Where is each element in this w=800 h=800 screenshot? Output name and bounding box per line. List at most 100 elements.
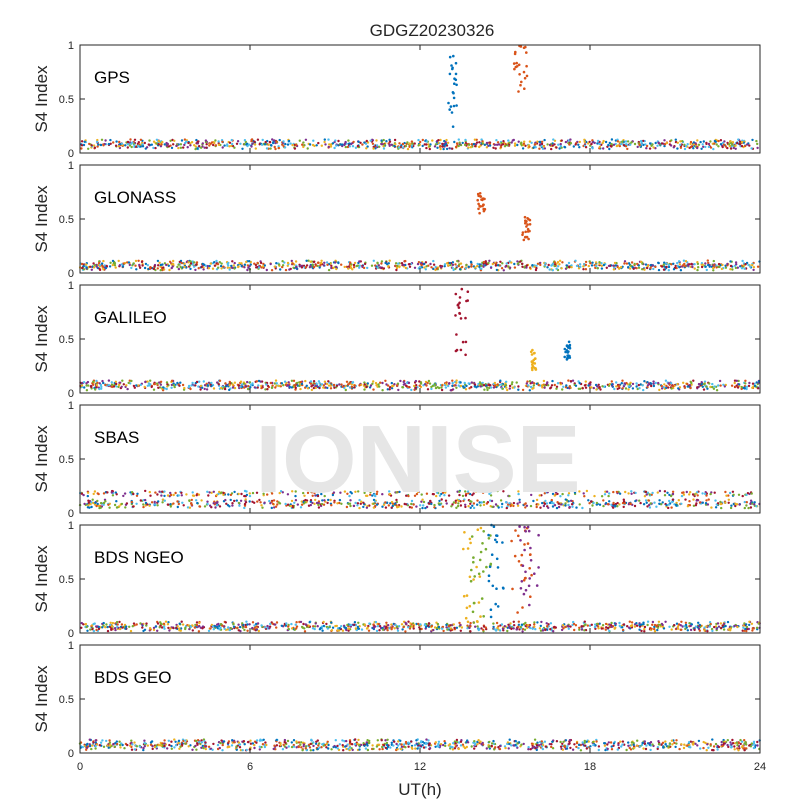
data-point — [385, 621, 388, 624]
data-point — [641, 262, 644, 265]
data-point — [688, 500, 691, 503]
data-point — [372, 380, 375, 383]
data-point — [188, 264, 192, 267]
data-point — [440, 388, 444, 392]
data-point — [87, 147, 90, 150]
data-point — [547, 623, 550, 626]
data-point — [499, 499, 503, 502]
data-point — [652, 146, 655, 149]
spike-point — [482, 209, 486, 213]
data-point — [486, 388, 489, 392]
data-point — [676, 147, 679, 150]
spike-point — [492, 525, 496, 528]
data-point — [286, 261, 290, 265]
data-point — [667, 506, 670, 510]
data-point — [341, 385, 344, 388]
data-point — [163, 494, 166, 498]
data-point — [717, 139, 720, 143]
data-point — [685, 490, 688, 494]
data-point — [582, 268, 585, 271]
spike-point — [479, 615, 482, 618]
data-point — [506, 388, 509, 392]
data-point — [542, 504, 546, 508]
data-point — [568, 143, 571, 146]
data-point — [756, 265, 760, 268]
data-point — [712, 147, 715, 151]
data-point — [474, 266, 477, 269]
data-point — [218, 490, 221, 494]
data-point — [136, 492, 139, 495]
data-point — [560, 628, 564, 632]
spike-point — [477, 572, 481, 576]
data-point — [256, 261, 259, 265]
data-point — [304, 379, 307, 383]
data-point — [226, 143, 229, 146]
data-point — [584, 263, 588, 267]
data-point — [364, 142, 368, 145]
data-point — [492, 622, 495, 625]
data-point — [406, 141, 409, 144]
data-point — [225, 502, 228, 505]
data-point — [391, 504, 394, 508]
data-point — [601, 624, 605, 627]
data-point — [627, 262, 631, 265]
data-point — [377, 264, 380, 267]
data-point — [145, 624, 148, 627]
data-point — [247, 385, 250, 388]
data-point — [651, 491, 654, 495]
data-point — [329, 145, 333, 148]
data-point — [316, 261, 320, 265]
data-point — [633, 504, 637, 508]
data-point — [277, 145, 280, 148]
spike-point — [461, 340, 465, 344]
data-point — [549, 622, 553, 625]
data-point — [273, 382, 277, 385]
panel-label: SBAS — [94, 428, 139, 447]
data-point — [595, 388, 598, 391]
data-point — [522, 142, 526, 145]
data-point — [210, 491, 213, 494]
data-point — [719, 502, 723, 506]
data-point — [459, 629, 462, 632]
data-point — [623, 260, 627, 263]
data-point — [437, 502, 440, 505]
data-point — [666, 491, 669, 494]
spike-point — [479, 195, 482, 198]
data-point — [187, 384, 191, 388]
data-point — [535, 498, 539, 502]
data-point — [744, 627, 747, 631]
data-point — [604, 502, 608, 505]
data-point — [559, 495, 562, 498]
data-point — [270, 144, 273, 147]
data-point — [396, 382, 400, 385]
data-point — [440, 627, 444, 630]
data-point — [755, 381, 758, 384]
data-point — [513, 144, 517, 147]
data-point — [352, 504, 356, 508]
data-point — [638, 628, 641, 631]
data-point — [137, 141, 140, 144]
data-point — [388, 386, 392, 389]
data-point — [608, 382, 612, 386]
data-point — [663, 144, 666, 148]
data-point — [443, 494, 446, 497]
data-point — [197, 267, 200, 270]
data-point — [275, 621, 279, 624]
data-point — [198, 621, 201, 625]
data-point — [705, 268, 708, 272]
data-point — [143, 266, 147, 270]
data-point — [344, 145, 347, 149]
data-point — [213, 261, 216, 264]
data-point — [300, 382, 304, 386]
data-point — [540, 620, 543, 624]
data-point — [137, 384, 140, 387]
panel-label: BDS NGEO — [94, 548, 184, 567]
data-point — [92, 380, 95, 383]
data-point — [444, 142, 448, 146]
spike-point — [477, 601, 481, 604]
data-point — [538, 147, 541, 150]
data-point — [505, 386, 508, 389]
data-point — [480, 267, 483, 270]
data-point — [102, 501, 106, 505]
data-point — [208, 264, 211, 268]
